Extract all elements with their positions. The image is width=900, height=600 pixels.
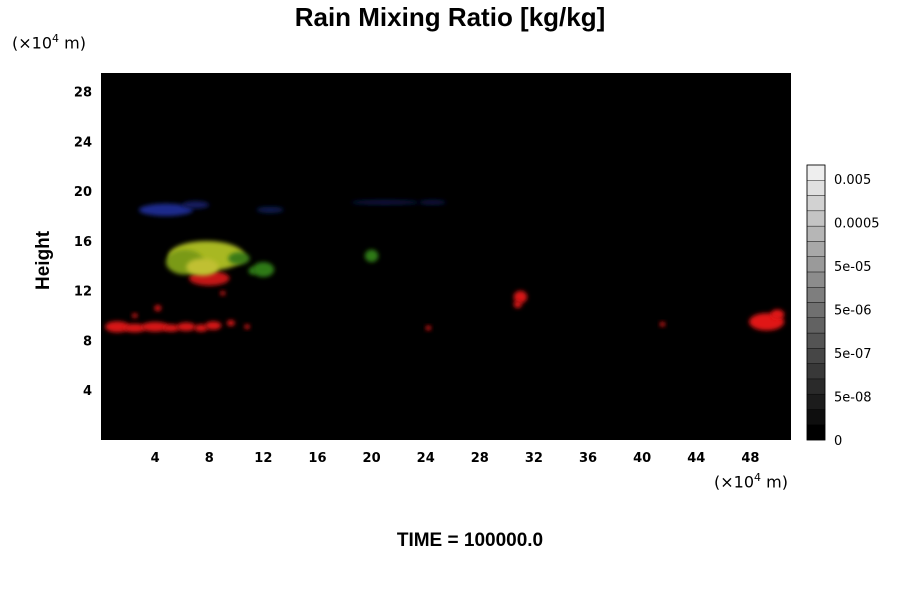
rain-blob-29 — [351, 199, 419, 205]
colorbar-segment — [806, 332, 826, 349]
x-tick-label: 40 — [633, 451, 651, 466]
colorbar-segment — [806, 424, 826, 441]
colorbar-segment — [806, 195, 826, 212]
colorbar-segment — [806, 164, 826, 181]
colorbar-tick-label: 5e-05 — [834, 260, 872, 275]
colorbar-segment — [806, 317, 826, 334]
x-axis-ticks: 4 8 12 16 20 24 28 32 36 40 44 48 — [151, 451, 760, 466]
rain-blob-14 — [513, 300, 522, 309]
rain-blob-24 — [248, 267, 257, 275]
y-tick-label: 24 — [74, 135, 92, 150]
rain-blob-21 — [186, 258, 219, 276]
colorbar-tick-label: 0.0005 — [834, 217, 880, 232]
y-tick-label: 12 — [74, 285, 92, 300]
colorbar-segment — [806, 256, 826, 273]
rain-blob-0 — [105, 321, 130, 333]
colorbar-labels: 0.005 0.0005 5e-05 5e-06 5e-07 5e-08 0 — [834, 173, 880, 449]
colorbar-segment — [806, 225, 826, 242]
colorbar-tick-label: 5e-07 — [834, 347, 872, 362]
x-unit-prefix: (×10 — [714, 472, 755, 492]
data-blobs — [105, 199, 785, 333]
colorbar-tick-label: 0 — [834, 434, 842, 449]
colorbar-segment — [806, 378, 826, 395]
rain-blob-10 — [132, 313, 138, 319]
y-axis-ticks: 4 8 12 16 20 24 28 — [74, 86, 92, 400]
colorbar-segment — [806, 180, 826, 196]
rain-blob-25 — [364, 249, 379, 263]
x-tick-label: 24 — [417, 451, 435, 466]
y-tick-label: 8 — [83, 334, 92, 349]
x-tick-label: 28 — [471, 451, 489, 466]
x-axis-unit: (×104 m) — [714, 471, 788, 491]
colorbar-segment — [806, 363, 826, 380]
colorbar-tick-label: 5e-08 — [834, 391, 872, 406]
y-unit-exponent: 4 — [52, 32, 60, 45]
colorbar-segment — [806, 302, 826, 318]
y-unit-prefix: (×10 — [12, 33, 53, 53]
colorbar-tick-label: 5e-06 — [834, 304, 872, 319]
rain-blob-8 — [244, 324, 250, 330]
colorbar-segment — [806, 287, 826, 303]
time-label: TIME = 100000.0 — [396, 530, 544, 551]
y-tick-label: 4 — [83, 384, 92, 399]
rain-blob-5 — [194, 324, 208, 332]
y-tick-label: 28 — [74, 86, 92, 101]
y-tick-label: 20 — [74, 185, 92, 200]
colorbar-segment — [806, 409, 826, 425]
colorbar-segment — [806, 393, 826, 410]
rain-blob-3 — [163, 324, 180, 332]
rain-blob-9 — [154, 305, 162, 312]
x-tick-label: 16 — [308, 451, 326, 466]
rain-blob-30 — [418, 199, 446, 205]
rain-blob-27 — [182, 201, 210, 209]
x-tick-label: 48 — [741, 451, 759, 466]
rain-blob-6 — [205, 321, 222, 330]
y-tick-label: 16 — [74, 235, 92, 250]
rain-blob-23 — [252, 262, 275, 278]
rain-blob-4 — [176, 322, 196, 332]
x-tick-label: 36 — [579, 451, 597, 466]
x-tick-label: 4 — [151, 451, 160, 466]
colorbar-segment — [806, 210, 826, 227]
rain-blob-22 — [228, 252, 250, 265]
rain-blob-1 — [124, 323, 146, 333]
x-tick-label: 20 — [363, 451, 381, 466]
rain-blob-18 — [220, 290, 226, 296]
chart-title: Rain Mixing Ratio [kg/kg] — [294, 2, 606, 32]
x-unit-suffix: m) — [761, 472, 788, 492]
rain-blob-7 — [226, 319, 235, 327]
rain-blob-2 — [141, 321, 169, 332]
y-unit-suffix: m) — [59, 33, 86, 53]
rain-blob-12 — [659, 321, 666, 327]
y-axis-unit: (×104 m) — [12, 32, 86, 52]
colorbar-tick-label: 0.005 — [834, 173, 871, 188]
colorbar-segment — [806, 348, 826, 364]
colorbar-segment — [806, 241, 826, 257]
colorbar-frame — [806, 164, 826, 441]
x-tick-label: 32 — [525, 451, 543, 466]
x-unit-exponent: 4 — [754, 471, 762, 484]
colorbar-segment — [806, 271, 826, 288]
rain-blob-16 — [770, 309, 785, 320]
x-tick-label: 8 — [205, 451, 214, 466]
colorbar — [806, 164, 826, 441]
rain-blob-28 — [256, 206, 284, 213]
x-tick-label: 44 — [687, 451, 705, 466]
rain-blob-26 — [138, 203, 193, 217]
rain-blob-13 — [513, 290, 528, 304]
rain-blob-11 — [425, 325, 432, 331]
x-tick-label: 12 — [254, 451, 272, 466]
